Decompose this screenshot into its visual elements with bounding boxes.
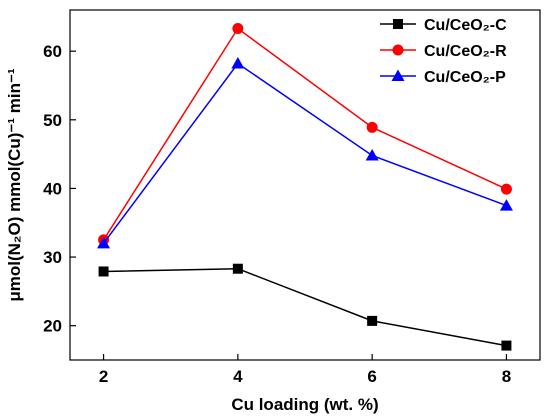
y-tick-label: 60	[43, 42, 62, 61]
axis-ticks: 2 4 6 8 20 30 40 50 60	[43, 42, 511, 386]
series-1	[98, 263, 512, 351]
plot-frame	[69, 9, 541, 361]
data-point	[366, 121, 378, 133]
y-axis-title: μmol(N₂O) mmol(Cu)⁻¹ min⁻¹	[5, 68, 24, 302]
x-tick-label: 8	[502, 367, 511, 386]
series-layer	[97, 23, 513, 351]
x-tick-label: 6	[367, 367, 376, 386]
legend: Cu/CeO₂-C Cu/CeO₂-R Cu/CeO₂-P	[380, 17, 507, 86]
y-tick-label: 20	[43, 317, 62, 336]
data-point	[232, 263, 243, 274]
data-point	[365, 148, 379, 161]
data-point	[500, 183, 512, 195]
series-line	[103, 267, 507, 347]
x-axis-title: Cu loading (wt. %)	[231, 395, 378, 414]
y-tick-label: 50	[43, 111, 62, 130]
y-tick-label: 40	[43, 179, 62, 198]
legend-marker	[391, 69, 405, 81]
legend-label: Cu/CeO₂-R	[424, 43, 507, 60]
y-tick-label: 30	[43, 248, 62, 267]
data-point	[501, 340, 512, 351]
legend-marker	[393, 19, 403, 29]
data-point	[367, 315, 378, 326]
legend-label: Cu/CeO₂-C	[424, 17, 507, 34]
series-line	[102, 27, 507, 241]
x-tick-label: 4	[233, 367, 243, 386]
data-point	[97, 236, 111, 249]
x-tick-label: 2	[99, 367, 108, 386]
data-point	[499, 199, 513, 211]
data-point	[98, 266, 109, 277]
legend-label: Cu/CeO₂-P	[424, 69, 506, 86]
legend-marker	[392, 44, 404, 56]
data-point	[231, 57, 245, 69]
data-point	[232, 23, 244, 35]
series-3	[97, 57, 513, 249]
series-line	[102, 62, 507, 244]
